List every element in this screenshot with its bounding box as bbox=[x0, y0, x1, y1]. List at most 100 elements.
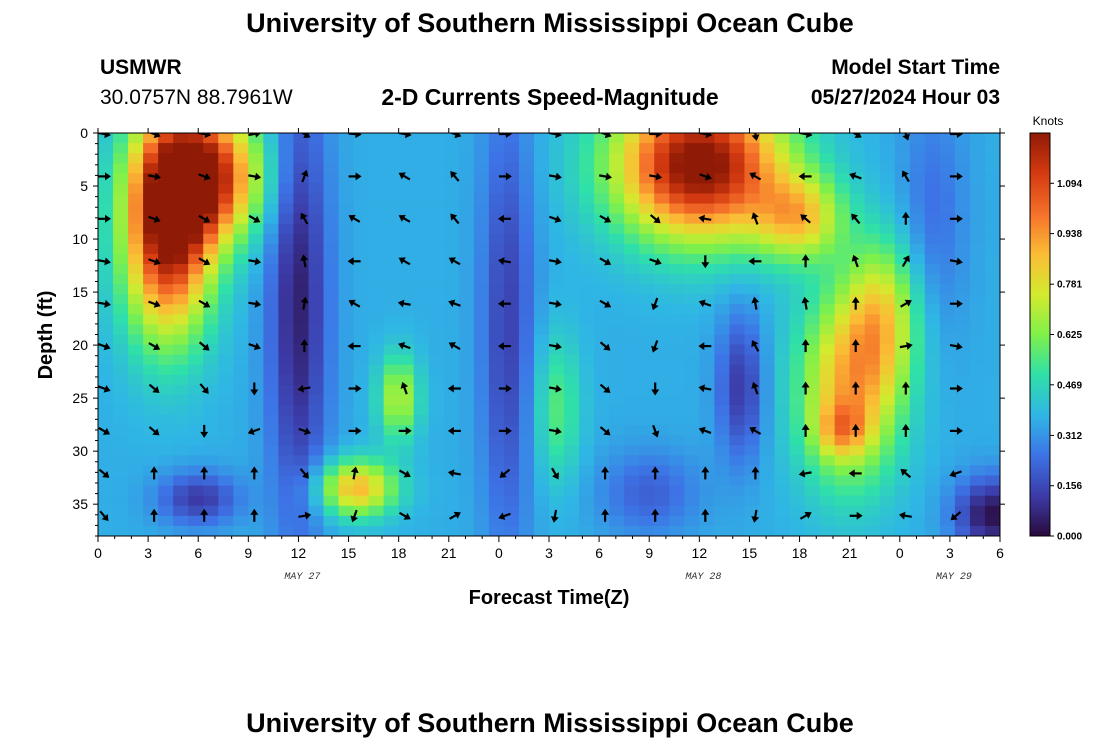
heatmap-cell bbox=[293, 485, 310, 497]
heatmap-cell bbox=[654, 233, 670, 245]
heatmap-cell bbox=[233, 183, 249, 195]
heatmap-cell bbox=[849, 304, 866, 315]
heatmap-cell bbox=[639, 485, 655, 497]
heatmap-cell bbox=[413, 525, 430, 536]
heatmap-cell bbox=[158, 173, 174, 184]
heatmap-cell bbox=[203, 213, 219, 225]
current-arrow bbox=[398, 341, 411, 350]
heatmap-cell bbox=[113, 163, 129, 174]
heatmap-cell bbox=[639, 163, 655, 174]
heatmap-cell bbox=[428, 384, 445, 396]
heatmap-cell bbox=[428, 263, 445, 275]
heatmap-cell bbox=[924, 213, 941, 225]
heatmap-cell bbox=[834, 233, 851, 245]
heatmap-cell bbox=[383, 354, 400, 366]
heatmap-cell bbox=[669, 173, 685, 184]
heatmap-cell bbox=[173, 475, 189, 487]
heatmap-cell bbox=[879, 525, 896, 536]
heatmap-cell bbox=[113, 213, 129, 225]
heatmap-cell bbox=[789, 223, 806, 235]
heatmap-cell bbox=[383, 263, 400, 275]
heatmap-cell bbox=[98, 223, 114, 235]
heatmap-cell bbox=[428, 193, 445, 205]
heatmap-cell bbox=[428, 243, 445, 255]
current-arrow bbox=[949, 257, 963, 266]
heatmap-cell bbox=[774, 143, 791, 154]
heatmap-cell bbox=[834, 374, 851, 386]
heatmap-cell bbox=[819, 143, 836, 154]
heatmap-cell bbox=[699, 485, 715, 497]
heatmap-cell bbox=[458, 364, 475, 376]
heatmap-cell bbox=[98, 263, 114, 275]
heatmap-cell bbox=[158, 485, 174, 497]
heatmap-cell bbox=[819, 465, 836, 477]
heatmap-cell bbox=[518, 284, 535, 295]
heatmap-cell bbox=[879, 465, 896, 477]
heatmap-cell bbox=[939, 193, 956, 205]
current-arrow bbox=[599, 214, 612, 223]
heatmap-cell bbox=[248, 505, 264, 517]
heatmap-cell bbox=[579, 384, 595, 396]
heatmap-cell bbox=[984, 445, 1000, 456]
heatmap-cell bbox=[233, 203, 249, 215]
heatmap-cell bbox=[473, 253, 490, 265]
heatmap-cell bbox=[729, 384, 746, 396]
heatmap-cell bbox=[699, 274, 715, 285]
heatmap-cell bbox=[609, 243, 625, 255]
heatmap-cell bbox=[368, 253, 385, 265]
heatmap-cell bbox=[188, 455, 204, 467]
heatmap-cell bbox=[488, 253, 505, 265]
heatmap-cell bbox=[879, 253, 896, 265]
current-arrow bbox=[248, 172, 262, 181]
heatmap-cell bbox=[684, 163, 700, 174]
heatmap-cell bbox=[774, 465, 791, 477]
heatmap-cell bbox=[488, 384, 505, 396]
heatmap-cell bbox=[564, 354, 580, 366]
heatmap-cell bbox=[774, 263, 791, 275]
heatmap-cell bbox=[834, 435, 851, 446]
heatmap-cell bbox=[473, 274, 490, 285]
heatmap-cell bbox=[308, 274, 325, 285]
current-arrow bbox=[901, 170, 910, 183]
heatmap-cell bbox=[458, 485, 475, 497]
heatmap-cell bbox=[323, 475, 340, 487]
heatmap-cell bbox=[383, 435, 400, 446]
heatmap-cell bbox=[143, 213, 159, 225]
heatmap-cell bbox=[488, 344, 505, 356]
heatmap-cell bbox=[353, 153, 370, 164]
heatmap-cell bbox=[443, 243, 460, 255]
heatmap-cell bbox=[984, 334, 1000, 346]
heatmap-cell bbox=[368, 213, 385, 225]
heatmap-cell bbox=[278, 374, 295, 386]
heatmap-cell bbox=[308, 475, 325, 487]
heatmap-cell bbox=[864, 465, 881, 477]
heatmap-cell bbox=[278, 344, 295, 356]
heatmap-cell bbox=[774, 243, 791, 255]
heatmap-cell bbox=[984, 203, 1000, 215]
heatmap-cell bbox=[849, 465, 866, 477]
heatmap-cell bbox=[503, 354, 520, 366]
heatmap-cell bbox=[924, 253, 941, 265]
heatmap-cell bbox=[488, 143, 505, 154]
heatmap-cell bbox=[308, 324, 325, 336]
heatmap-cell bbox=[549, 525, 565, 536]
heatmap-cell bbox=[609, 465, 625, 477]
heatmap-cell bbox=[383, 415, 400, 426]
heatmap-cell bbox=[939, 485, 956, 497]
heatmap-cell bbox=[804, 153, 821, 164]
heatmap-cell bbox=[203, 193, 219, 205]
heatmap-cell bbox=[488, 525, 505, 536]
current-arrow bbox=[348, 172, 362, 181]
heatmap-cell bbox=[398, 223, 415, 235]
heatmap-cell bbox=[173, 284, 189, 295]
heatmap-cell bbox=[473, 465, 490, 477]
current-arrow bbox=[651, 297, 659, 311]
heatmap-cell bbox=[143, 143, 159, 154]
heatmap-cell bbox=[669, 143, 685, 154]
current-arrow bbox=[98, 172, 111, 181]
heatmap-cell bbox=[924, 243, 941, 255]
heatmap-cell bbox=[729, 233, 746, 245]
heatmap-cell bbox=[594, 515, 610, 527]
heatmap-cell bbox=[473, 243, 490, 255]
heatmap-cell bbox=[353, 324, 370, 336]
